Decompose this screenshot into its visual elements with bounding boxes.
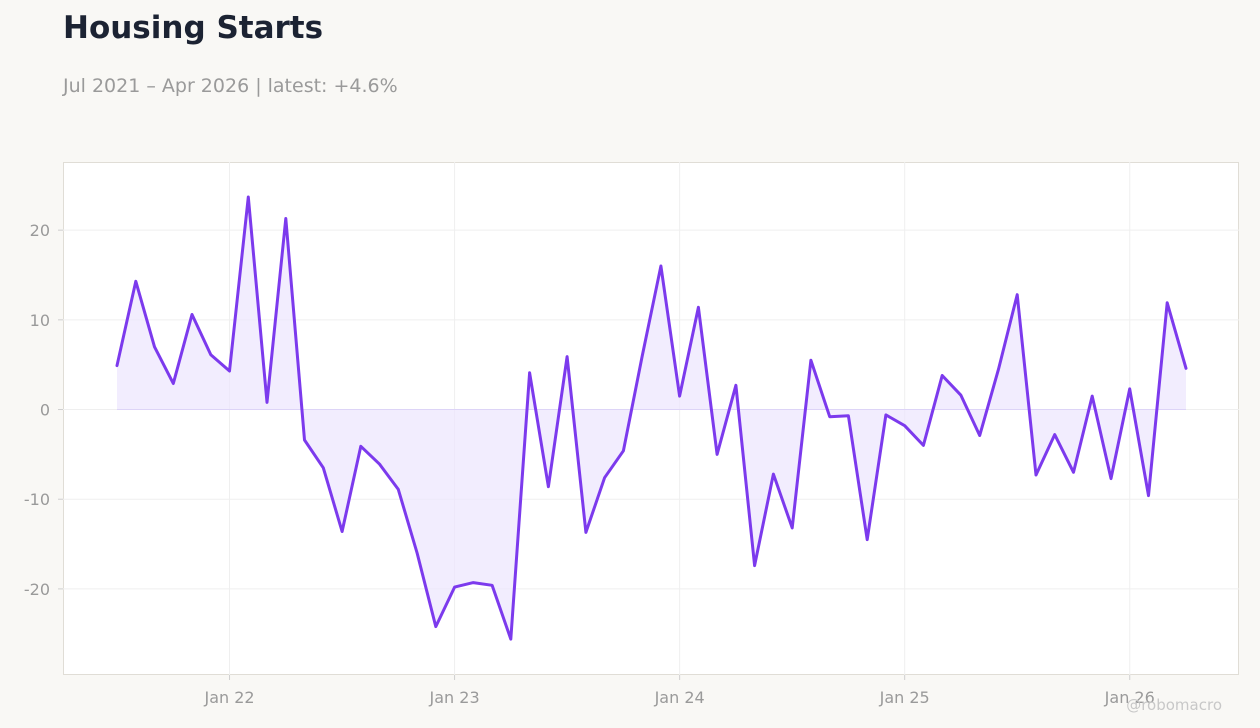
y-tick-label: 20 bbox=[30, 221, 50, 240]
y-tick-label: -20 bbox=[24, 580, 50, 599]
chart-title: Housing Starts bbox=[63, 10, 324, 46]
series-line bbox=[115, 195, 1188, 641]
x-tick-label: Jan 22 bbox=[203, 688, 254, 707]
y-tick-label: 10 bbox=[30, 311, 50, 330]
x-tick-label: Jan 26 bbox=[1104, 688, 1155, 707]
x-axis: Jan 22 Jan 23 Jan 24 Jan 25 Jan 26 bbox=[203, 675, 1155, 707]
x-tick-label: Jan 24 bbox=[654, 688, 705, 707]
y-tick-label: 0 bbox=[40, 401, 50, 420]
x-tick-label: Jan 23 bbox=[429, 688, 480, 707]
x-tick-label: Jan 25 bbox=[879, 688, 930, 707]
y-axis: 20 10 0 -10 -20 bbox=[24, 221, 63, 599]
watermark: @robomacro bbox=[1126, 696, 1222, 714]
y-tick-label: -10 bbox=[24, 490, 50, 509]
chart-subtitle: Jul 2021 – Apr 2026 | latest: +4.6% bbox=[63, 75, 398, 97]
